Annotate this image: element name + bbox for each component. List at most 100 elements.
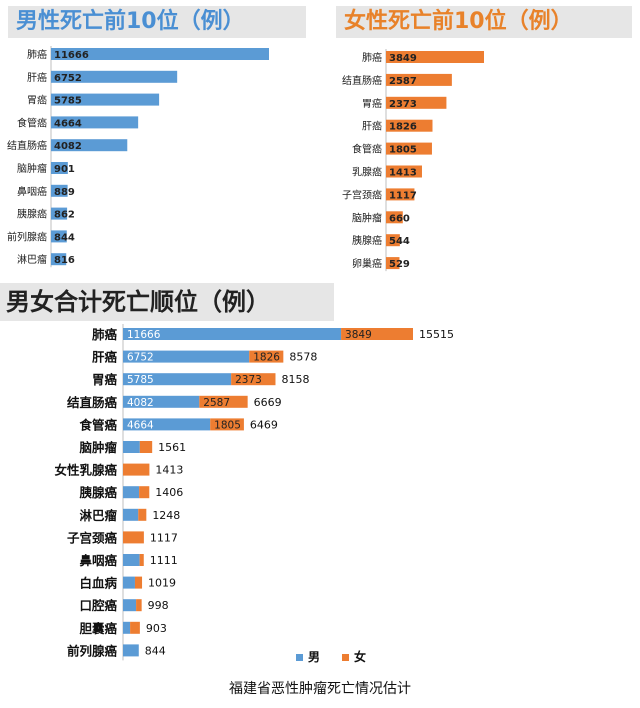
value-label: 529 <box>389 259 410 270</box>
category-label: 食管癌 <box>352 143 382 156</box>
male-value-label: 11666 <box>127 329 161 341</box>
category-label: 胰腺癌 <box>352 234 382 247</box>
bar <box>51 93 160 106</box>
category-label: 肝癌 <box>27 71 47 84</box>
bar-male <box>123 576 135 589</box>
legend-label: 男 <box>308 650 320 664</box>
bar-male <box>123 418 211 431</box>
value-label: 2373 <box>389 99 417 110</box>
bar <box>386 96 447 109</box>
bar <box>386 73 452 86</box>
male-value-label: 6752 <box>127 352 154 364</box>
bar-female <box>341 328 413 340</box>
category-label: 女性乳腺癌 <box>54 463 117 478</box>
total-value-label: 1117 <box>150 531 178 544</box>
value-label: 844 <box>54 232 75 243</box>
value-label: 5785 <box>54 96 82 107</box>
bar-male <box>123 350 250 363</box>
total-value-label: 6669 <box>254 396 282 409</box>
category-label: 淋巴瘤 <box>17 253 47 266</box>
bar-female <box>130 621 140 634</box>
total-chart-title: 男女合计死亡顺位（例） <box>0 283 334 321</box>
value-label: 862 <box>54 210 75 221</box>
total-value-label: 8158 <box>281 373 309 386</box>
bar-female <box>249 350 284 363</box>
total-value-label: 1111 <box>150 554 178 567</box>
male-value-label: 4664 <box>127 419 154 431</box>
bar-female <box>123 531 144 544</box>
female-value-label: 2587 <box>203 397 230 409</box>
bar-female <box>210 418 244 431</box>
value-label: 4664 <box>54 118 82 129</box>
bar <box>386 119 433 132</box>
total-value-label: 8578 <box>289 351 317 364</box>
value-label: 660 <box>389 213 410 224</box>
category-label: 鼻咽癌 <box>79 553 117 568</box>
bar <box>51 70 178 83</box>
value-label: 889 <box>54 187 75 198</box>
total-stacked-bar-chart: 肺癌 11666 3849 15515 肝癌 6752 1826 8578 胃癌 5785 2373… <box>54 324 454 661</box>
bar-female <box>136 599 142 612</box>
bar <box>386 165 422 178</box>
legend-swatch <box>296 654 303 661</box>
bar-female <box>134 576 143 589</box>
category-label: 鼻咽癌 <box>17 185 47 198</box>
bar <box>386 257 400 270</box>
female-bar-chart: 肺癌 3849 结直肠癌 2587 胃癌 2373 肝癌 1826 食管癌 1805 乳腺癌 1413… <box>342 49 484 272</box>
value-label: 1413 <box>389 168 417 179</box>
legend: 男女 <box>296 649 366 664</box>
total-value-label: 903 <box>146 622 167 635</box>
bar <box>386 234 400 247</box>
bar-female <box>139 554 144 566</box>
female-value-label: 1805 <box>214 419 241 431</box>
bar-female <box>138 508 147 521</box>
value-label: 544 <box>389 236 410 247</box>
category-label: 前列腺癌 <box>67 643 118 658</box>
value-label: 901 <box>54 164 75 175</box>
bar <box>51 207 68 220</box>
total-value-label: 1019 <box>148 577 176 590</box>
category-label: 胰腺癌 <box>79 485 117 500</box>
value-label: 4082 <box>54 141 82 152</box>
category-label: 食管癌 <box>17 116 47 129</box>
value-label: 2587 <box>389 76 417 87</box>
bar <box>51 48 269 60</box>
female-value-label: 3849 <box>345 329 372 341</box>
category-label: 肝癌 <box>92 350 118 365</box>
bar <box>386 51 484 63</box>
male-bar-chart: 肺癌 11666 肝癌 6752 胃癌 5785 食管癌 4664 结直肠癌 4082 脑肿瘤 901… <box>7 46 269 268</box>
value-label: 11666 <box>54 50 89 61</box>
bar-female <box>231 373 276 386</box>
category-label: 肺癌 <box>92 327 118 342</box>
total-value-label: 998 <box>148 599 169 612</box>
category-label: 胰腺癌 <box>17 208 47 221</box>
category-label: 胃癌 <box>362 97 382 110</box>
bar <box>51 230 67 243</box>
chart-caption: 福建省恶性肿瘤死亡情况估计 <box>229 681 411 697</box>
female-value-label: 2373 <box>235 374 262 386</box>
bar <box>51 184 68 197</box>
total-value-label: 1413 <box>155 464 183 477</box>
male-chart-title: 男性死亡前10位（例） <box>8 6 306 38</box>
category-label: 胆囊癌 <box>79 621 117 636</box>
category-label: 脑肿瘤 <box>78 440 117 455</box>
value-label: 6752 <box>54 73 82 84</box>
bar-female <box>139 441 153 453</box>
total-value-label: 1248 <box>152 509 180 522</box>
category-label: 子宫颈癌 <box>67 530 118 545</box>
male-value-label: 4082 <box>127 397 154 409</box>
male-value-label: 5785 <box>127 374 154 386</box>
category-label: 口腔癌 <box>79 598 117 613</box>
bar <box>51 139 128 152</box>
bar <box>51 253 67 266</box>
category-label: 脑肿瘤 <box>352 211 382 224</box>
category-label: 前列腺癌 <box>7 230 47 243</box>
category-label: 脑肿瘤 <box>17 162 47 175</box>
category-label: 结直肠癌 <box>67 395 118 410</box>
legend-label: 女 <box>354 649 366 664</box>
category-label: 结直肠癌 <box>342 74 382 87</box>
category-label: 肺癌 <box>27 48 47 61</box>
category-label: 结直肠癌 <box>7 139 47 152</box>
bar-male <box>123 554 140 566</box>
